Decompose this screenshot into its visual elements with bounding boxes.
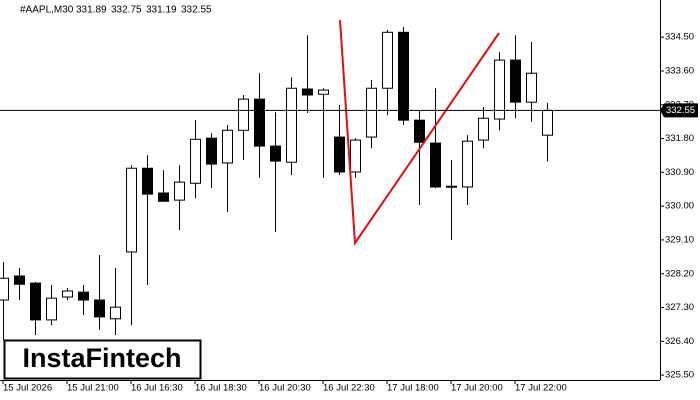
double-top-pattern (339, 19, 500, 246)
candle-body (350, 139, 361, 173)
candle-body (0, 277, 9, 301)
candle-body (62, 290, 73, 298)
y-tick-label: 331.80 (665, 133, 694, 144)
candle-body (318, 89, 329, 95)
candle-body (446, 185, 457, 188)
candle-body (254, 98, 265, 147)
x-tick-label: 16 Jul 20:30 (259, 383, 311, 394)
candle-body (126, 167, 137, 253)
y-tick-label: 333.60 (665, 65, 694, 76)
candle-body (478, 117, 489, 141)
candle-body (510, 59, 521, 103)
candle-body (398, 31, 409, 121)
x-tick-label: 16 Jul 18:30 (195, 383, 247, 394)
header-open: 331.89 (76, 5, 107, 16)
candle-body (14, 275, 25, 285)
x-tick-label: 17 Jul 20:00 (451, 383, 503, 394)
candle-body (206, 137, 217, 165)
candle-body (526, 72, 537, 103)
y-tick-label: 325.50 (665, 370, 694, 381)
y-tick-label: 330.00 (665, 201, 694, 212)
candle-body (334, 136, 345, 173)
price-label-box (660, 103, 698, 118)
plot (0, 27, 553, 341)
candle-body (542, 109, 553, 136)
candle-body (222, 129, 233, 164)
header-close: 332.55 (181, 5, 212, 16)
candle-body (494, 59, 505, 120)
header-low: 331.19 (146, 5, 177, 16)
candle-body (30, 282, 41, 321)
candle-body (110, 306, 121, 320)
y-tick-label: 327.30 (665, 302, 694, 313)
y-tick-label: 326.40 (665, 336, 694, 347)
candle-body (366, 87, 377, 138)
header-high: 332.75 (111, 5, 142, 16)
candle-body (414, 119, 425, 143)
candle-body (382, 31, 393, 89)
candle-body (238, 98, 249, 131)
symbol: #AAPL,M30 (20, 5, 74, 16)
candle-body (270, 145, 281, 162)
x-tick-label: 17 Jul 18:00 (387, 383, 439, 394)
x-tick-label: 15 Jul 2026 (3, 383, 52, 394)
candle-body (46, 297, 57, 321)
candle-body (462, 140, 473, 188)
y-tick-label: 334.50 (665, 32, 694, 43)
x-tick-label: 16 Jul 16:30 (131, 383, 183, 394)
x-tick-label: 17 Jul 22:00 (515, 383, 567, 394)
y-tick-label: 329.10 (665, 234, 694, 245)
candle-body (142, 167, 153, 195)
candle-body (286, 87, 297, 163)
x-tick-label: 16 Jul 22:30 (323, 383, 375, 394)
logo: InstaFintech (22, 343, 181, 373)
logo-box (3, 339, 202, 380)
candle-body (78, 291, 89, 301)
y-tick-label: 330.90 (665, 167, 694, 178)
candle-body (302, 88, 313, 96)
candle-body (174, 181, 185, 201)
candle-body (94, 299, 105, 318)
candle-body (430, 142, 441, 188)
price-label: 332.55 (666, 105, 695, 116)
candle-body (158, 192, 169, 202)
x-tick-label: 15 Jul 21:00 (67, 383, 119, 394)
y-tick-label: 328.20 (665, 268, 694, 279)
candle-body (190, 138, 201, 184)
